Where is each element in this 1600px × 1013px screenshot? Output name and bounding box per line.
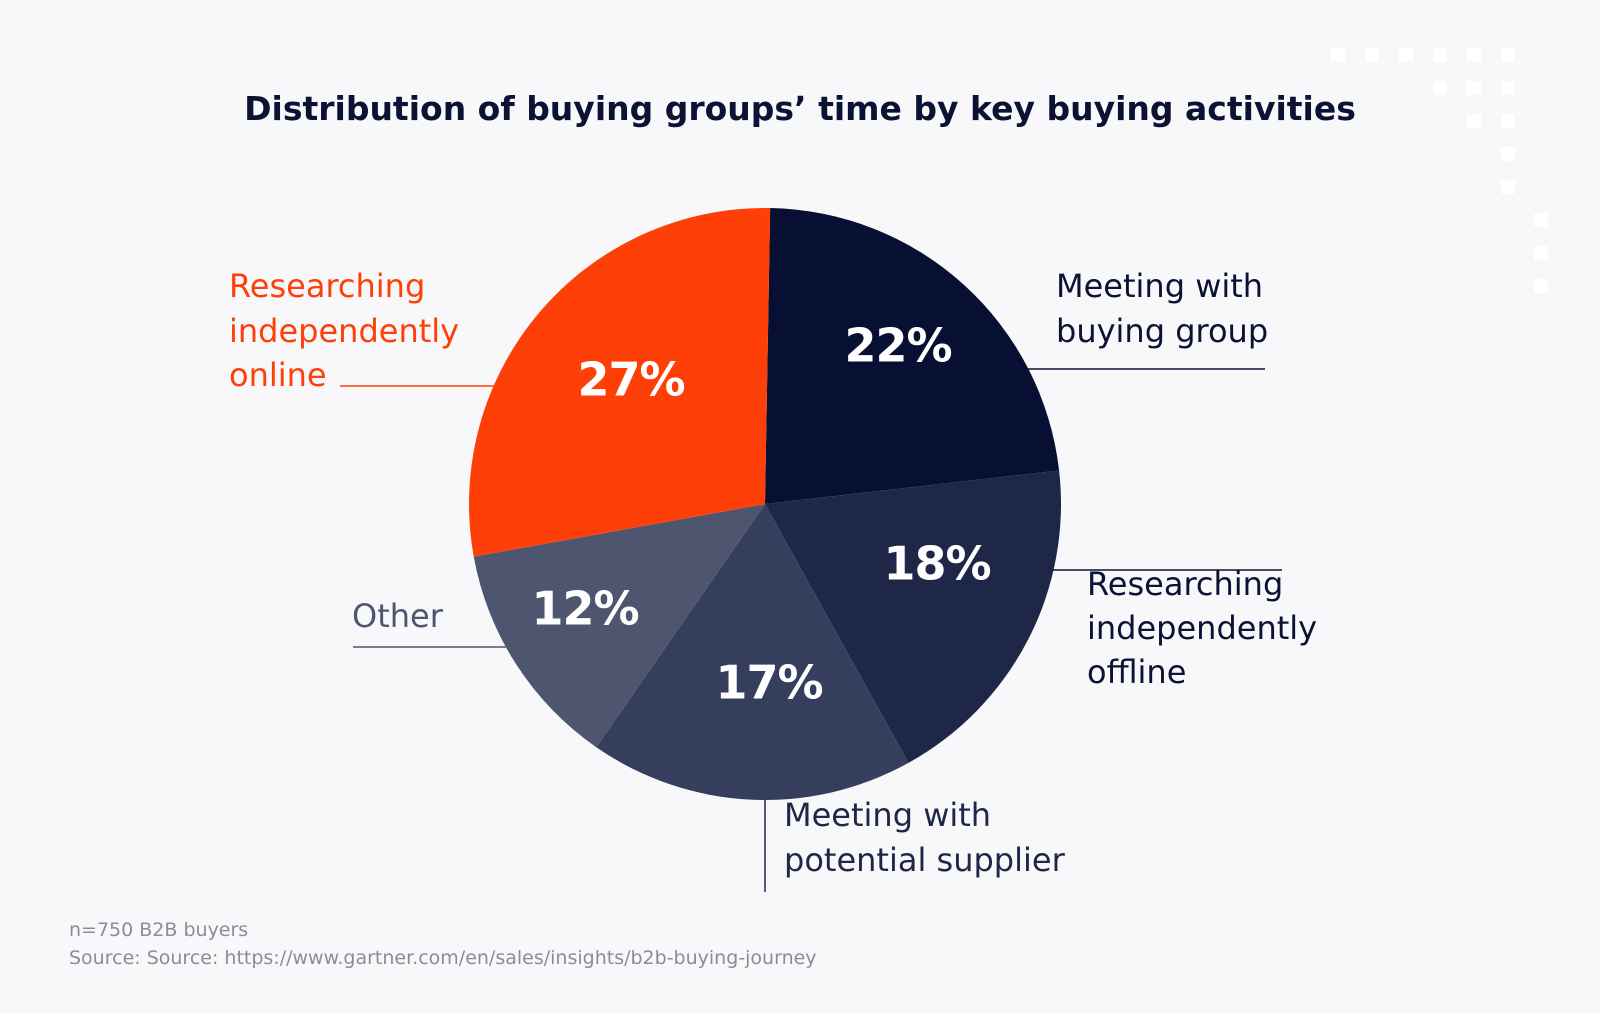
- category-label-line: Researching: [229, 267, 425, 305]
- sample-size-note: n=750 B2B buyers: [69, 919, 248, 941]
- category-label-line: Other: [352, 597, 444, 635]
- decor-dot: [1534, 213, 1548, 227]
- decor-dot: [1501, 147, 1515, 161]
- decor-dot: [1467, 48, 1481, 62]
- pie-slice: [469, 208, 771, 557]
- category-label-line: online: [229, 356, 327, 394]
- slice-percent-label: 17%: [715, 656, 822, 710]
- decor-dot: [1534, 279, 1548, 293]
- pie-percent-labels: 22% 18% 17% 12% 27%: [531, 319, 991, 710]
- category-label-line: potential supplier: [784, 841, 1066, 879]
- decor-dot: [1467, 114, 1481, 128]
- pie-slice: [473, 504, 765, 748]
- decor-dot: [1534, 246, 1548, 260]
- decor-dot: [1433, 81, 1447, 95]
- pie-slice: [765, 208, 1060, 504]
- source-note: Source: Source: https://www.gartner.com/…: [69, 947, 817, 969]
- decor-dot: [1501, 81, 1515, 95]
- category-label-line: independently: [229, 312, 459, 350]
- decor-dot: [1433, 48, 1447, 62]
- slice-percent-label: 27%: [577, 353, 684, 407]
- pie-slices: [469, 208, 1061, 801]
- decor-dot: [1331, 48, 1345, 62]
- decor-dot: [1399, 48, 1413, 62]
- category-label-line: buying group: [1056, 312, 1268, 350]
- pie-slice: [765, 470, 1061, 763]
- category-label-line: Meeting with: [1056, 267, 1263, 305]
- decor-dot: [1365, 48, 1379, 62]
- category-label-line: Meeting with: [784, 796, 991, 834]
- decor-dot: [1501, 114, 1515, 128]
- decor-dot: [1501, 48, 1515, 62]
- slice-percent-label: 18%: [883, 537, 990, 591]
- slice-percent-label: 12%: [531, 582, 638, 636]
- category-label-line: offline: [1087, 653, 1186, 691]
- chart-title: Distribution of buying groups’ time by k…: [244, 89, 1356, 128]
- pie-slice: [596, 504, 909, 801]
- category-label-line: Researching: [1087, 565, 1283, 603]
- category-label-line: independently: [1087, 609, 1317, 647]
- decorative-dot-grid: [1331, 48, 1548, 293]
- slice-percent-label: 22%: [844, 319, 951, 373]
- leader-lines: [340, 368, 1282, 892]
- decor-dot: [1467, 81, 1481, 95]
- decor-dot: [1501, 180, 1515, 194]
- category-labels: Meeting with buying group Researching indep…: [229, 267, 1317, 879]
